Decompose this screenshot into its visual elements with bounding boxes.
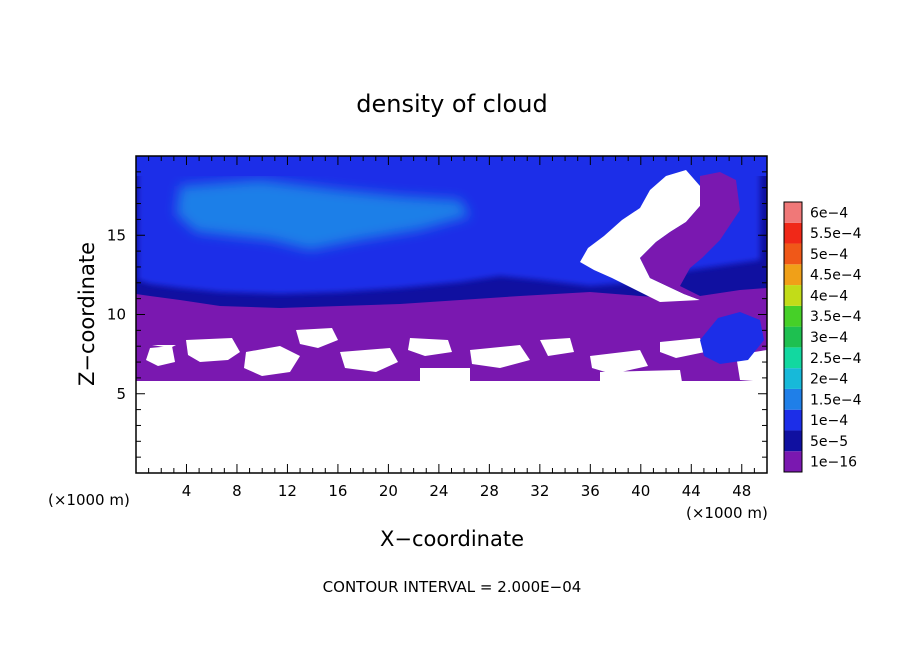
contour-interval-text: CONTOUR INTERVAL = 2.000E−04: [323, 578, 582, 596]
colorbar-swatch: [784, 451, 802, 472]
colorbar-swatch: [784, 347, 802, 369]
x-tick-label: 24: [429, 482, 448, 500]
x-tick-label: 36: [581, 482, 600, 500]
y-unit-label: (×1000 m): [48, 491, 130, 509]
x-axis-ticks: 4 8 12 16 20 24 28 32 36 40 44 48: [148, 156, 755, 500]
chart-title: density of cloud: [356, 90, 547, 118]
colorbar-swatch: [784, 305, 802, 327]
colorbar-label: 3e−4: [810, 330, 848, 346]
colorbar-label: 1.5e−4: [810, 392, 862, 408]
colorbar-swatch: [784, 264, 802, 286]
colorbar-swatch: [784, 222, 802, 244]
colorbar: 1e−16 5e−5 1e−4 1.5e−4 2e−4 2.5e−4 3e−4 3.5e−4 4…: [783, 201, 862, 473]
x-unit-label: (×1000 m): [686, 504, 768, 522]
x-axis-title: X−coordinate: [380, 527, 524, 551]
colorbar-swatch: [784, 326, 802, 348]
colorbar-label: 1e−4: [810, 413, 848, 429]
y-tick-label: 5: [116, 385, 126, 403]
y-tick-label: 15: [107, 226, 126, 244]
colorbar-label: 5.5e−4: [810, 226, 862, 242]
colorbar-label: 1e−16: [810, 455, 857, 471]
colorbar-label: 2.5e−4: [810, 351, 862, 367]
main-cloud-top: [136, 156, 767, 176]
x-tick-label: 20: [379, 482, 398, 500]
colorbar-label: 2e−4: [810, 372, 848, 388]
y-axis-title: Z−coordinate: [75, 242, 99, 386]
colorbar-swatch: [784, 202, 802, 223]
colorbar-label: 4e−4: [810, 288, 848, 304]
colorbar-swatch: [784, 430, 802, 452]
x-tick-label: 16: [328, 482, 347, 500]
x-tick-label: 28: [480, 482, 499, 500]
x-tick-label: 4: [182, 482, 192, 500]
colorbar-label: 6e−4: [810, 205, 848, 221]
x-tick-label: 32: [530, 482, 549, 500]
y-tick-label: 10: [107, 306, 126, 324]
colorbar-frame: [783, 201, 803, 473]
purple-edge-right: [640, 172, 767, 300]
x-tick-label: 48: [732, 482, 751, 500]
y-axis-ticks: 5 10 15: [107, 171, 767, 458]
cloud-density-field: [136, 156, 767, 473]
colorbar-label: 4.5e−4: [810, 268, 862, 284]
x-tick-label: 8: [232, 482, 242, 500]
colorbar-swatch: [784, 368, 802, 389]
colorbar-label: 3.5e−4: [810, 309, 862, 325]
x-tick-label: 12: [278, 482, 297, 500]
colorbar-swatch: [784, 409, 802, 431]
colorbar-swatch: [784, 285, 802, 306]
colorbar-swatch: [784, 388, 802, 410]
colorbar-swatch: [784, 243, 802, 265]
colorbar-label: 5e−4: [810, 247, 848, 263]
blue-patch-right: [700, 312, 764, 364]
main-cloud-bright: [176, 180, 470, 250]
x-tick-label: 44: [682, 482, 701, 500]
colorbar-label: 5e−5: [810, 434, 848, 450]
x-tick-label: 40: [631, 482, 650, 500]
clear-region-right: [580, 170, 700, 302]
clear-gaps: [146, 328, 767, 382]
